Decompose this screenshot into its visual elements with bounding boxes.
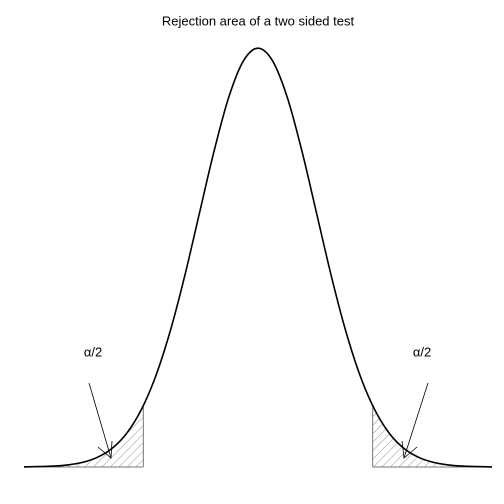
plot-area [23, 47, 493, 468]
annotation: α/2 [413, 344, 431, 359]
annotation-arrow [401, 382, 429, 459]
hatch-area [372, 48, 492, 467]
rejection-region [372, 48, 492, 467]
density-curve [23, 47, 493, 468]
annotation: α/2 [84, 344, 102, 359]
chart-title: Rejection area of a two sided test [162, 13, 355, 28]
rejection-region [24, 48, 144, 467]
hatch-area [24, 48, 144, 467]
annotation-arrow [88, 382, 113, 459]
